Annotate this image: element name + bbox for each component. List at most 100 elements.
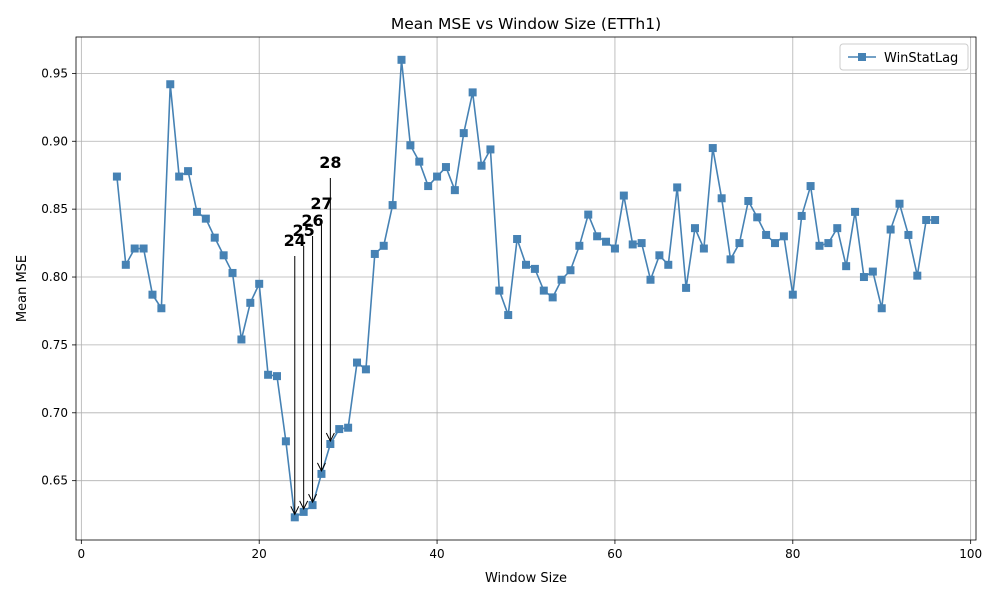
data-point bbox=[922, 216, 931, 225]
data-point bbox=[121, 260, 130, 269]
data-point bbox=[468, 88, 477, 97]
data-point bbox=[806, 182, 815, 191]
annotation-label: 24 bbox=[284, 231, 306, 250]
data-point bbox=[762, 230, 771, 239]
legend-label: WinStatLag bbox=[884, 51, 958, 66]
data-point bbox=[388, 201, 397, 210]
data-point bbox=[379, 241, 388, 250]
y-axis-label: Mean MSE bbox=[15, 255, 30, 322]
data-point bbox=[886, 225, 895, 234]
plot-frame bbox=[75, 36, 977, 541]
data-point bbox=[530, 264, 539, 273]
data-point bbox=[192, 207, 201, 216]
data-point bbox=[112, 172, 121, 181]
data-point bbox=[584, 210, 593, 219]
data-point bbox=[406, 141, 415, 150]
x-tick-label: 60 bbox=[607, 547, 622, 561]
y-tick-label: 0.65 bbox=[41, 474, 68, 488]
data-point bbox=[308, 501, 317, 510]
data-point bbox=[833, 224, 842, 233]
data-point bbox=[317, 469, 326, 478]
data-point bbox=[353, 358, 362, 367]
data-point bbox=[824, 239, 833, 248]
y-tick-label: 0.70 bbox=[41, 406, 68, 420]
data-point bbox=[450, 186, 459, 195]
data-point bbox=[513, 235, 522, 244]
x-tick-label: 80 bbox=[785, 547, 800, 561]
data-point bbox=[842, 262, 851, 271]
y-tick-label: 0.95 bbox=[41, 66, 68, 80]
data-point bbox=[130, 244, 139, 253]
data-point bbox=[593, 232, 602, 241]
x-tick-label: 0 bbox=[78, 547, 86, 561]
data-point bbox=[477, 161, 486, 170]
data-point bbox=[504, 311, 513, 320]
data-point bbox=[610, 244, 619, 253]
data-point bbox=[895, 199, 904, 208]
data-point bbox=[397, 55, 406, 64]
data-point bbox=[424, 182, 433, 191]
data-point bbox=[655, 251, 664, 260]
data-point bbox=[139, 244, 148, 253]
y-tick-label: 0.90 bbox=[41, 134, 68, 148]
data-point bbox=[859, 273, 868, 282]
data-point bbox=[441, 163, 450, 172]
data-point bbox=[219, 251, 228, 260]
data-point bbox=[717, 194, 726, 203]
data-point bbox=[753, 213, 762, 222]
data-point bbox=[557, 275, 566, 284]
data-point bbox=[228, 268, 237, 277]
data-point bbox=[744, 197, 753, 206]
data-point bbox=[699, 244, 708, 253]
data-point bbox=[335, 425, 344, 434]
data-point bbox=[797, 211, 806, 220]
series-line bbox=[116, 59, 936, 519]
data-point bbox=[264, 370, 273, 379]
data-point bbox=[246, 298, 255, 307]
data-point bbox=[690, 224, 699, 233]
data-point bbox=[931, 216, 940, 225]
data-point bbox=[166, 80, 175, 89]
data-point bbox=[619, 191, 628, 200]
data-point bbox=[237, 335, 246, 344]
data-point bbox=[522, 260, 530, 269]
data-point bbox=[735, 239, 744, 248]
x-axis-label: Window Size bbox=[485, 571, 567, 586]
data-point bbox=[326, 440, 335, 449]
y-tick-label: 0.75 bbox=[41, 338, 68, 352]
data-point bbox=[815, 241, 824, 250]
data-point bbox=[415, 157, 424, 166]
data-point bbox=[673, 183, 682, 192]
data-point bbox=[459, 129, 468, 138]
data-point bbox=[495, 286, 504, 295]
data-point bbox=[201, 214, 210, 223]
data-point bbox=[628, 240, 637, 249]
data-point bbox=[566, 266, 575, 275]
data-point bbox=[370, 249, 379, 258]
data-point bbox=[272, 372, 281, 381]
chart-title: Mean MSE vs Window Size (ETTh1) bbox=[391, 15, 661, 33]
data-point bbox=[877, 304, 886, 313]
x-tick-label: 40 bbox=[429, 547, 444, 561]
data-point bbox=[157, 304, 166, 313]
data-point bbox=[548, 293, 557, 302]
legend: WinStatLag bbox=[839, 43, 969, 71]
annotation-label: 27 bbox=[310, 194, 332, 213]
axis-ticks: 0 20 40 60 80 100 0.65 0.70 0.75 0.80 0.85 0.90 0.95 bbox=[41, 66, 982, 561]
data-point bbox=[868, 267, 877, 276]
data-point bbox=[486, 145, 495, 154]
data-point bbox=[299, 507, 308, 516]
data-point bbox=[344, 423, 353, 432]
data-point bbox=[726, 255, 735, 264]
data-point bbox=[175, 172, 184, 181]
legend-marker bbox=[858, 53, 866, 61]
data-point bbox=[904, 230, 913, 239]
series-winstatlag bbox=[112, 55, 940, 522]
data-point bbox=[771, 239, 780, 248]
annotation-label: 26 bbox=[301, 211, 323, 230]
data-point bbox=[788, 290, 797, 299]
x-tick-label: 100 bbox=[959, 547, 982, 561]
